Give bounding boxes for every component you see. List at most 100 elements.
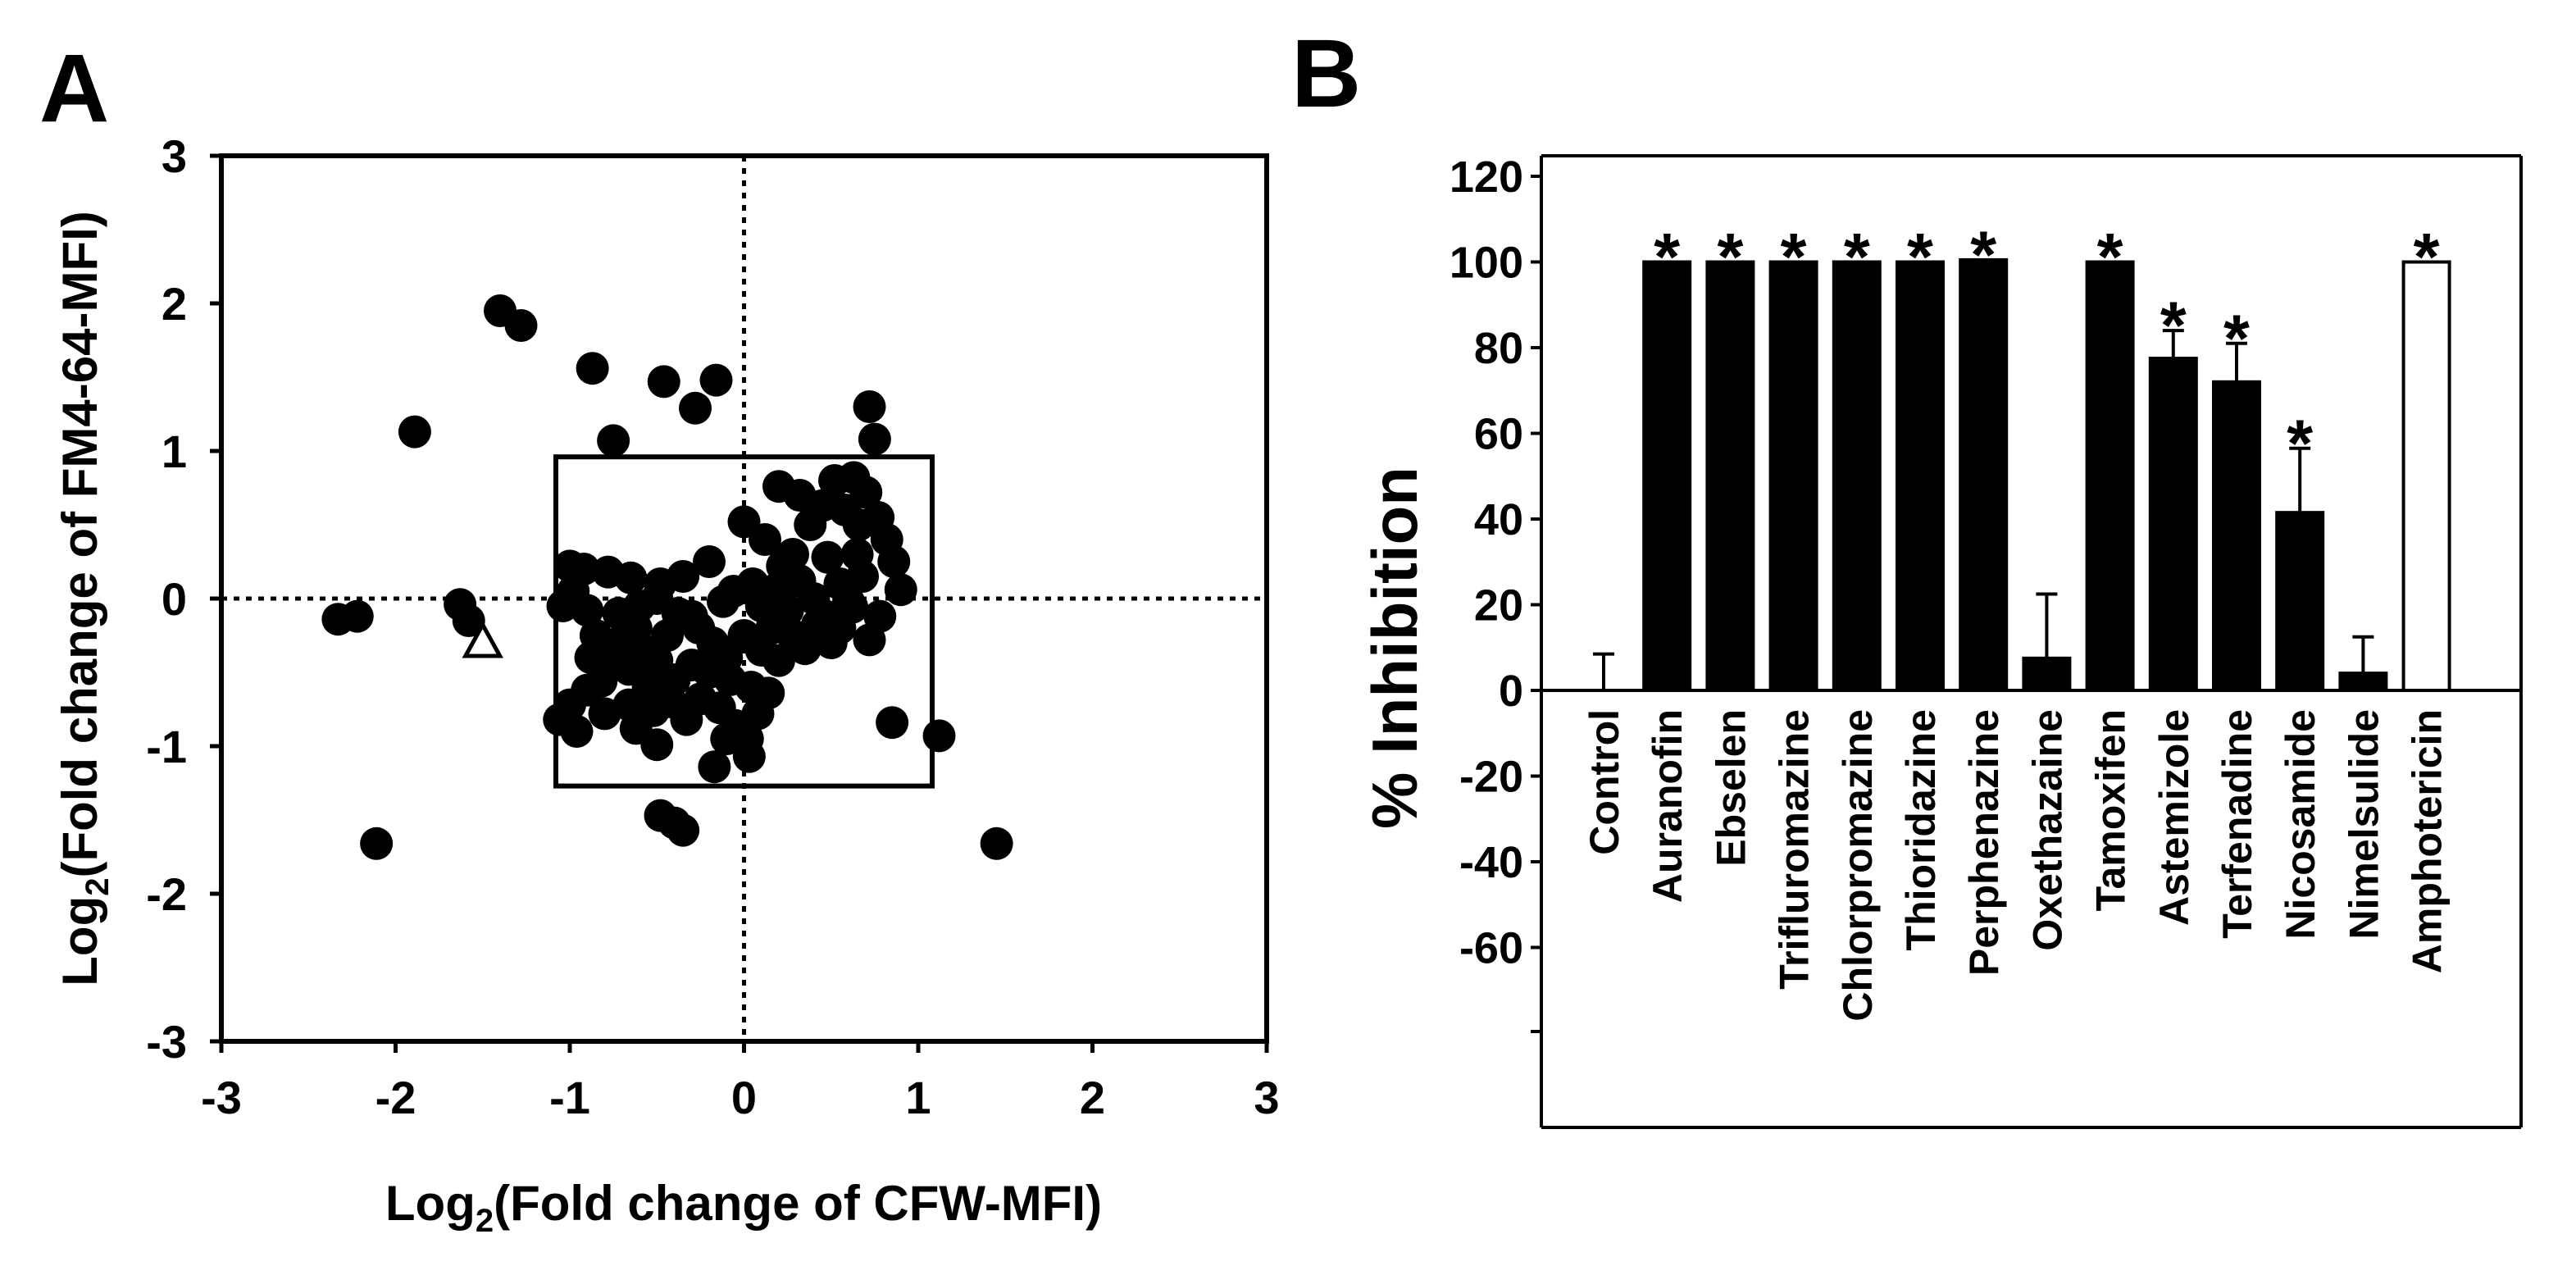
y-tick-label: 1: [162, 426, 187, 477]
y-tick-label: -60: [1459, 924, 1523, 973]
panel-a-label: A: [39, 34, 109, 143]
scatter-point: [651, 619, 684, 652]
scatter-point: [679, 391, 712, 425]
scatter-point: [849, 476, 883, 509]
y-tick-label: 0: [162, 573, 187, 625]
scatter-point: [682, 612, 716, 644]
category-label: Tamoxifen: [2088, 709, 2134, 911]
y-tick-label: -40: [1459, 838, 1523, 887]
y-tick-label: 3: [162, 130, 187, 182]
scatter-point: [840, 538, 874, 571]
y-tick-label: 20: [1474, 581, 1523, 631]
category-label: Thioridazine: [1898, 709, 1944, 950]
bars: * * * * * * * * * * *: [1593, 218, 2451, 692]
scatter-point: [863, 599, 897, 633]
significance-marker: *: [2223, 302, 2250, 376]
scatter-point: [766, 549, 799, 583]
significance-marker: *: [1844, 221, 1870, 295]
bar: [1642, 260, 1692, 692]
bar: [2022, 656, 2072, 692]
x-tick-label: 3: [1254, 1072, 1279, 1123]
significance-marker: *: [1781, 221, 1807, 295]
scatter-point: [811, 540, 844, 574]
category-labels: Control Auranofin Ebselen Trifluromazine Chl…: [1582, 709, 2451, 1022]
category-label: Control: [1582, 709, 1627, 855]
scatter-point: [597, 424, 630, 458]
bar: [2338, 672, 2388, 692]
y-tick-label: 120: [1450, 153, 1523, 202]
y-tick-label: 80: [1474, 324, 1523, 373]
x-axis-label: Log2(Fold change of CFW-MFI): [385, 1176, 1102, 1239]
y-tick-label: 40: [1474, 495, 1523, 544]
scatter-point: [698, 750, 731, 784]
scatter-point: [647, 365, 680, 398]
scatter-point: [398, 415, 431, 449]
scatter-point: [717, 575, 750, 608]
triangle-marker: [462, 620, 503, 658]
scatter-point: [858, 422, 891, 456]
scatter-point: [713, 663, 747, 696]
scatter-point: [614, 561, 648, 594]
y-tick-label: 60: [1474, 410, 1523, 459]
scatter-point: [644, 567, 677, 600]
bar: [1959, 257, 2009, 692]
scatter-point: [560, 715, 594, 748]
scatter-point: [667, 813, 700, 847]
significance-marker: *: [2414, 221, 2440, 295]
significance-marker: *: [1717, 221, 1743, 295]
scatter-point: [504, 309, 538, 342]
x-tick-label: 1: [905, 1072, 931, 1123]
y-axis-label: Log2(Fold change of FM4-64-MFI): [52, 211, 116, 986]
y-tick-label: -1: [146, 721, 187, 772]
bar: [2212, 380, 2261, 692]
y-tick-label: 100: [1450, 239, 1523, 288]
category-label: Nicosamide: [2278, 709, 2323, 940]
y-tick-label: 2: [162, 278, 187, 330]
scatter-point: [602, 626, 635, 659]
y-tick-label: -20: [1459, 753, 1523, 802]
threshold-box: [553, 454, 935, 789]
x-tick-label: -3: [201, 1072, 242, 1123]
y-tick-label: -2: [146, 868, 187, 920]
y-axis-label-b: % Inhibition: [1359, 467, 1431, 829]
category-label: Oxethazaine: [2024, 709, 2070, 951]
scatter-point: [749, 523, 781, 556]
category-label: Ebselen: [1708, 709, 1754, 867]
bar: [1896, 260, 1945, 692]
category-label: Perphenazine: [1961, 709, 2007, 976]
scatter-point: [794, 508, 827, 541]
category-label: Astemizole: [2151, 709, 2197, 926]
y-ticks: 120 100 80 60 40 20 0 -20 -40 -60: [1450, 153, 1541, 1033]
category-label: Trifluromazine: [1772, 709, 1818, 990]
scatter-point: [922, 719, 956, 753]
scatter-point: [619, 712, 653, 745]
x-tick-label: 0: [731, 1072, 757, 1123]
scatter-point: [576, 352, 609, 385]
significance-marker: *: [1654, 221, 1680, 295]
x-ticks: -3 -2 -1 0 1 2 3: [201, 1041, 1280, 1123]
category-label: Terfenadine: [2214, 709, 2260, 939]
significance-marker: *: [2287, 407, 2313, 481]
bar-panel: B 120 100 80 60 40 20 0 -20 -40 -60 * * * * * * * * * * * C…: [1291, 20, 2523, 1129]
category-label: Nimelsulide: [2341, 709, 2387, 940]
y-tick-label: -3: [146, 1016, 187, 1068]
y-ticks: 3 2 1 0 -1 -2 -3: [146, 130, 221, 1068]
scatter-point: [853, 390, 886, 423]
scatter-point: [574, 641, 608, 674]
bar: [1832, 260, 1882, 692]
bar: [2148, 357, 2198, 692]
scatter-point: [800, 608, 834, 642]
scatter-point: [876, 706, 909, 740]
scatter-point: [980, 827, 1013, 860]
data-points: [321, 294, 1013, 860]
bar: [1768, 260, 1818, 692]
x-tick-label: -2: [375, 1072, 416, 1123]
scatter-point: [360, 827, 394, 860]
bar: [2401, 260, 2451, 692]
scatter-panel: A -3 -2 -1 0 1 2 3 3 2 1 0 -1 -2 -3 Log2(Fold change…: [39, 34, 1280, 1239]
bar: [1705, 260, 1755, 692]
scatter-point: [452, 604, 485, 637]
panel-b-label: B: [1291, 20, 1361, 128]
scatter-point: [710, 722, 744, 755]
scatter-point: [546, 590, 580, 622]
